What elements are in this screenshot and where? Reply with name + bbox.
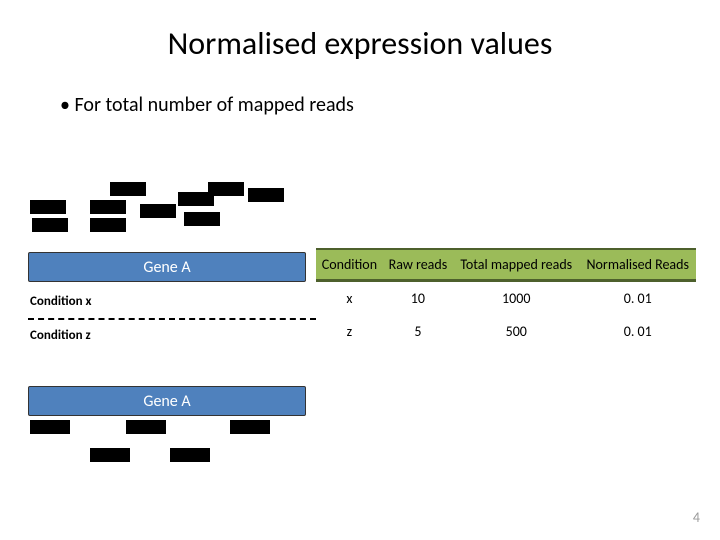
read-block: [170, 448, 210, 462]
data-table-wrap: ConditionRaw readsTotal mapped readsNorm…: [316, 248, 696, 348]
table-cell: x: [316, 281, 383, 316]
table-header-cell: Normalised Reads: [579, 249, 696, 281]
read-block: [184, 212, 220, 226]
condition-x-label: Condition x: [30, 294, 92, 309]
read-block: [110, 182, 146, 196]
table-cell: 5: [383, 315, 453, 348]
read-block: [90, 218, 126, 232]
table-row: x1010000. 01: [316, 281, 696, 316]
table-row: z55000. 01: [316, 315, 696, 348]
table-header-row: ConditionRaw readsTotal mapped readsNorm…: [316, 249, 696, 281]
read-block: [208, 182, 244, 196]
page-number: 4: [693, 509, 700, 526]
table-header-cell: Condition: [316, 249, 383, 281]
table-cell: 0. 01: [579, 315, 696, 348]
table-header-cell: Raw reads: [383, 249, 453, 281]
read-block: [32, 218, 68, 232]
gene-bar-top: Gene A: [28, 252, 306, 282]
table-cell: 0. 01: [579, 281, 696, 316]
condition-divider: [28, 318, 316, 320]
table-cell: 10: [383, 281, 453, 316]
read-block: [30, 420, 70, 434]
read-block: [126, 420, 166, 434]
read-block: [30, 200, 66, 214]
table-cell: z: [316, 315, 383, 348]
table-cell: 1000: [453, 281, 579, 316]
condition-z-label: Condition z: [30, 328, 91, 343]
read-block: [90, 448, 130, 462]
gene-bar-bottom: Gene A: [28, 386, 306, 416]
read-block: [248, 188, 284, 202]
reads-bottom-group: [30, 420, 280, 480]
slide-title: Normalised expression values: [0, 0, 720, 63]
table-body: x1010000. 01z55000. 01: [316, 281, 696, 349]
read-block: [230, 420, 270, 434]
reads-top-group: [30, 182, 280, 242]
data-table: ConditionRaw readsTotal mapped readsNorm…: [316, 248, 696, 348]
read-block: [140, 204, 176, 218]
table-cell: 500: [453, 315, 579, 348]
table-header-cell: Total mapped reads: [453, 249, 579, 281]
bullet-point: For total number of mapped reads: [0, 63, 720, 117]
read-block: [90, 200, 126, 214]
